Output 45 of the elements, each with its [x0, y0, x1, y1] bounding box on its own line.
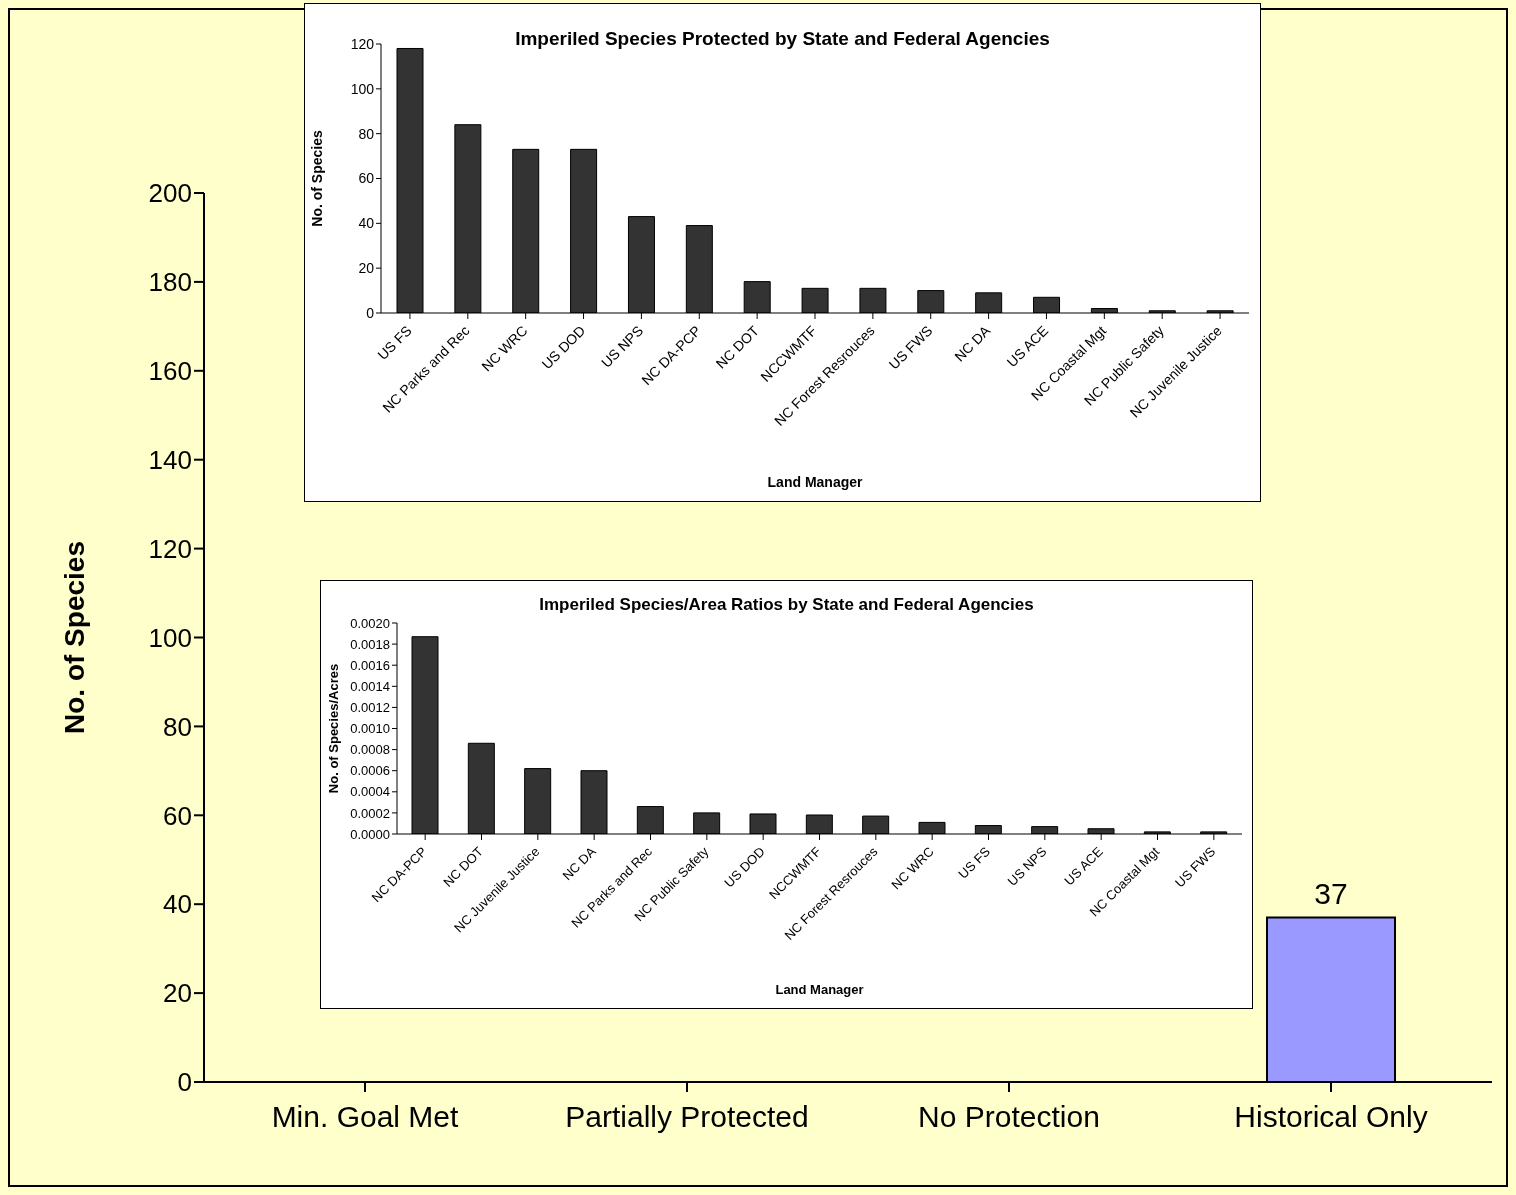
y-tick-label: 100	[350, 80, 375, 97]
y-tick-label: 160	[148, 356, 192, 387]
x-tick-label: Min. Goal Met	[271, 1100, 460, 1134]
y-axis-title: No. of Species/Acres	[325, 663, 341, 794]
y-tick-label: 20	[358, 260, 375, 277]
x-tick-label: NC DA	[559, 843, 599, 884]
y-tick-label: 120	[350, 35, 375, 52]
y-tick-label: 0.0004	[350, 784, 390, 800]
y-tick-label: 0.0020	[350, 615, 390, 631]
y-tick-label: 0.0014	[350, 678, 390, 694]
y-tick-label: 0	[177, 1067, 192, 1098]
x-tick-label: NC DA	[951, 321, 994, 365]
x-tick-label: Historical Only	[1234, 1100, 1428, 1134]
y-tick-label: 0.0006	[350, 763, 390, 779]
y-tick-label: 200	[148, 178, 192, 209]
y-tick-label: 0.0010	[350, 721, 390, 737]
y-tick-label: 60	[358, 170, 375, 187]
chart-title: Imperiled Species Protected by State and Federal Agencies	[515, 28, 1050, 49]
y-axis-title: No. of Species	[308, 130, 325, 227]
x-tick-label: US FS	[374, 322, 415, 363]
y-tick-label: 100	[148, 622, 192, 653]
y-tick-label: 120	[148, 533, 192, 564]
chart-title: Imperiled Species/Area Ratios by State and Federal Agencies	[538, 594, 1035, 615]
y-tick-label: 0.0000	[350, 826, 390, 842]
y-axis-title: No. of Species	[58, 541, 90, 734]
y-tick-label: 140	[148, 444, 192, 475]
y-tick-label: 40	[163, 889, 192, 920]
y-tick-label: 0	[366, 304, 375, 321]
y-tick-label: 60	[163, 800, 192, 831]
x-tick-label: Partially Protected	[565, 1100, 809, 1134]
data-label: 37	[1314, 876, 1348, 910]
y-tick-label: 80	[358, 125, 375, 142]
x-tick-label: No Protection	[918, 1100, 1100, 1134]
y-tick-label: 180	[148, 267, 192, 298]
x-tick-label: US FS	[955, 843, 994, 882]
y-tick-label: 0.0016	[350, 657, 390, 673]
y-tick-label: 0.0002	[350, 805, 390, 821]
x-axis-title: Land Manager	[767, 474, 863, 490]
y-tick-label: 80	[163, 711, 192, 742]
y-tick-label: 0.0018	[350, 636, 390, 652]
y-tick-label: 40	[358, 215, 375, 232]
y-tick-label: 0.0012	[350, 700, 390, 716]
y-tick-label: 20	[163, 978, 192, 1009]
y-tick-label: 0.0008	[350, 742, 390, 758]
x-axis-title: Land Manager	[775, 982, 864, 997]
